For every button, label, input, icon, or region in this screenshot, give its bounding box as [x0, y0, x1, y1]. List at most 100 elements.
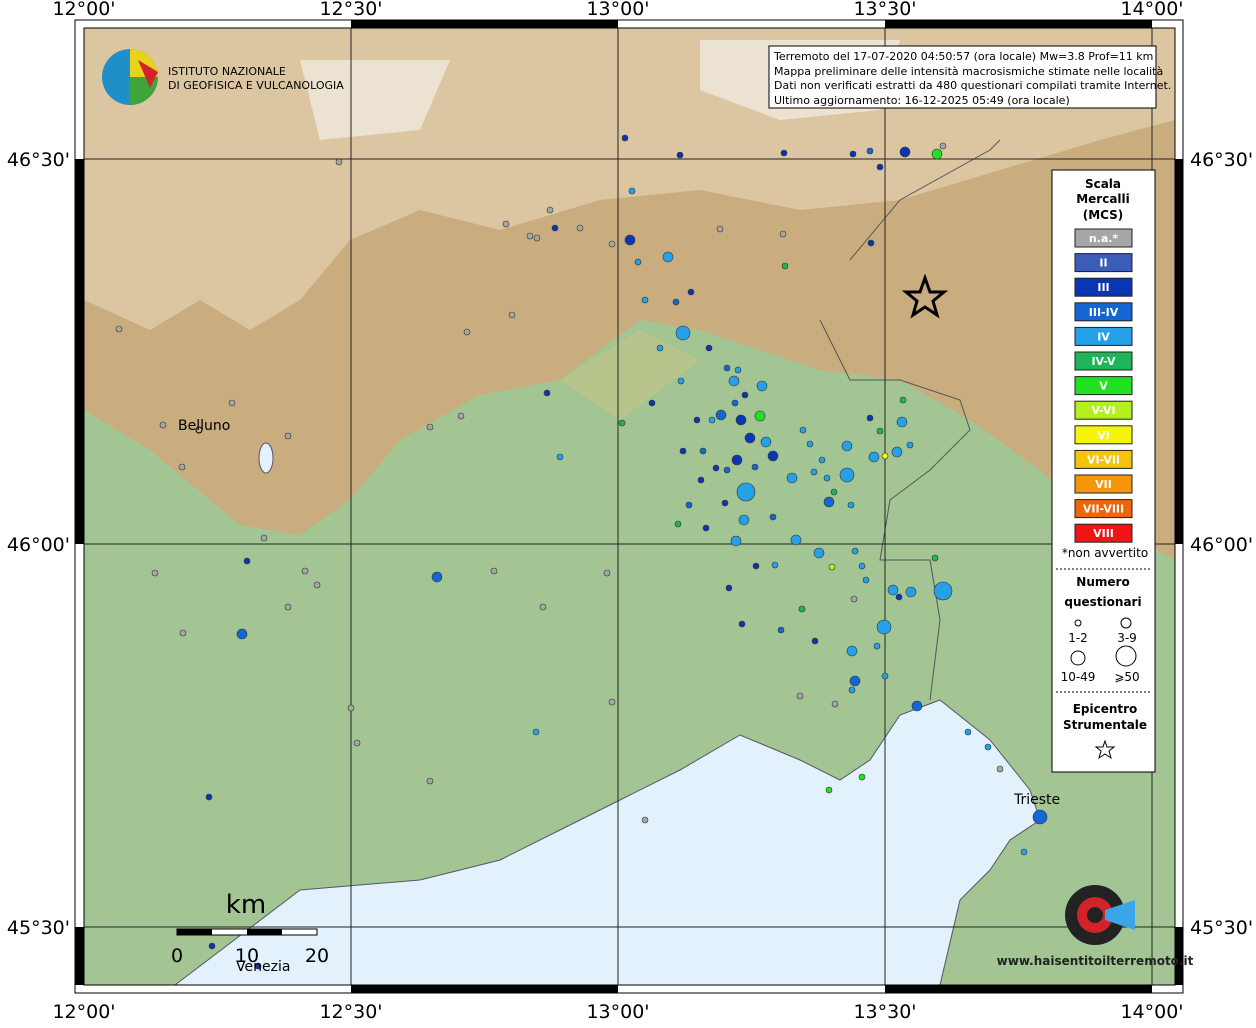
intensity-point — [556, 453, 564, 461]
intensity-point — [790, 534, 802, 546]
lon-label: 13°00' — [586, 1001, 649, 1023]
intensity-point — [672, 298, 680, 306]
legend-swatch — [1074, 499, 1133, 519]
lat-label: 46°30' — [1190, 149, 1253, 171]
intensity-point — [641, 816, 649, 824]
lat-label: 46°30' — [7, 149, 70, 171]
legend: Scala Mercalli (MCS) *non avvertito Nume… — [1051, 169, 1156, 773]
legend-swatch — [1074, 326, 1133, 346]
watermark-text: www.haisentitoilterremoto.it — [997, 954, 1194, 968]
count-title: Numero — [1076, 575, 1129, 589]
intensity-point — [896, 416, 908, 428]
legend-swatch — [1074, 302, 1133, 322]
intensity-point — [576, 224, 584, 232]
intensity-point — [431, 571, 443, 583]
count-size: 3-9 — [1117, 631, 1137, 645]
intensity-point — [786, 472, 798, 484]
lon-label: 12°00' — [52, 1001, 115, 1023]
lon-label: 12°30' — [319, 1001, 382, 1023]
legend-swatch — [1074, 253, 1133, 273]
legend-swatch — [1074, 474, 1133, 494]
intensity-point — [839, 467, 855, 483]
intensity-point — [744, 432, 756, 444]
intensity-point — [463, 328, 471, 336]
intensity-point — [887, 584, 899, 596]
info-line: Dati non verificati estratti da 480 ques… — [774, 79, 1171, 92]
count-size: 1-2 — [1068, 631, 1088, 645]
intensity-point — [205, 793, 213, 801]
intensity-point — [849, 675, 861, 687]
legend-label: VIII — [1093, 527, 1114, 540]
intensity-point — [208, 942, 216, 950]
legend-label: IV-V — [1091, 355, 1116, 368]
intensity-point — [677, 377, 685, 385]
intensity-point — [760, 436, 772, 448]
intensity-point — [697, 476, 705, 484]
legend-label: IV — [1097, 330, 1110, 343]
info-line: Ultimo aggiornamento: 16-12-2025 05:49 (… — [774, 94, 1070, 107]
intensity-point — [721, 499, 729, 507]
lon-label: 14°00' — [1120, 1001, 1183, 1023]
intensity-point — [867, 239, 875, 247]
epicentre-star — [901, 273, 949, 319]
terrain — [84, 28, 1175, 986]
intensity-point — [457, 412, 465, 420]
legend-swatch — [1074, 351, 1133, 371]
frame — [74, 19, 1184, 994]
legend-swatch — [1074, 277, 1133, 297]
intensity-point — [712, 464, 720, 472]
legend-swatch — [1074, 228, 1133, 248]
legend-label: V-VI — [1091, 404, 1115, 417]
intensity-point — [347, 704, 355, 712]
intensity-point — [679, 447, 687, 455]
intensity-point — [656, 344, 664, 352]
legend-swatch — [1074, 449, 1133, 469]
legend-title: Scala — [1085, 177, 1121, 191]
intensity-point — [159, 421, 167, 429]
place-label: Venezia — [236, 959, 290, 975]
intensity-points — [115, 134, 1048, 970]
intensity-point — [866, 414, 874, 422]
intensity-point — [813, 547, 825, 559]
intensity-point — [905, 586, 917, 598]
intensity-point — [685, 501, 693, 509]
intensity-point — [730, 535, 742, 547]
intensity-point — [881, 452, 889, 460]
intensity-point — [851, 547, 859, 555]
intensity-point — [984, 743, 992, 751]
intensity-point — [284, 432, 292, 440]
intensity-point — [254, 962, 262, 970]
intensity-point — [796, 692, 804, 700]
intensity-point — [780, 149, 788, 157]
intensity-point — [179, 629, 187, 637]
intensity-point — [931, 554, 939, 562]
intensity-point — [533, 234, 541, 242]
intensity-point — [895, 593, 903, 601]
count-size: ⩾50 — [1114, 670, 1139, 684]
intensity-point — [634, 258, 642, 266]
intensity-point — [906, 441, 914, 449]
intensity-point — [876, 619, 892, 635]
intensity-point — [828, 563, 836, 571]
intensity-point — [823, 496, 835, 508]
intensity-point — [301, 567, 309, 575]
intensity-point — [728, 375, 740, 387]
intensity-point — [939, 142, 947, 150]
intensity-point — [841, 440, 853, 452]
intensity-point — [708, 416, 716, 424]
intensity-point — [754, 410, 766, 422]
lon-label: 13°30' — [853, 0, 916, 20]
legend-label: VII-VIII — [1083, 503, 1124, 516]
intensity-point — [648, 399, 656, 407]
intensity-point — [731, 399, 739, 407]
intensity-point — [243, 557, 251, 565]
intensity-point — [881, 672, 889, 680]
intensity-point — [624, 234, 636, 246]
intensity-point — [608, 240, 616, 248]
lon-label: 13°30' — [853, 1001, 916, 1023]
intensity-point — [996, 765, 1004, 773]
intensity-point — [236, 628, 248, 640]
intensity-point — [693, 416, 701, 424]
intensity-point — [228, 399, 236, 407]
scale-unit: km — [226, 890, 266, 920]
